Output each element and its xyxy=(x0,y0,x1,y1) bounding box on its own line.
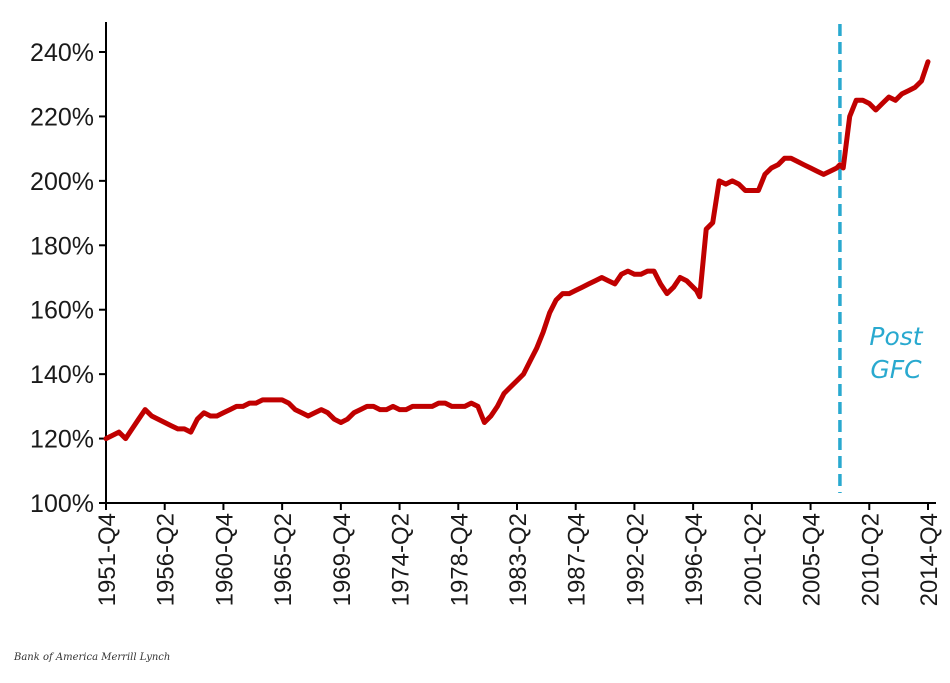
x-tick-label: 1978-Q4 xyxy=(446,513,473,606)
y-tick-label: 240% xyxy=(30,39,94,67)
gfc-marker: Post GFC xyxy=(838,24,924,493)
y-tick-label: 120% xyxy=(30,426,94,454)
y-tick-label: 140% xyxy=(30,361,94,389)
x-tick-label: 1987-Q4 xyxy=(564,513,591,606)
x-tick-label: 1965-Q2 xyxy=(270,513,297,606)
source-note: Bank of America Merrill Lynch xyxy=(14,652,171,663)
x-tick-label: 2005-Q4 xyxy=(799,513,826,606)
x-tick-label: 1960-Q4 xyxy=(211,513,238,606)
y-axis: 100% 120% 140% 160% 180% 200% 220% 240% xyxy=(30,22,107,518)
y-tick-label: 200% xyxy=(30,168,94,196)
y-tick-label: 220% xyxy=(30,103,94,131)
x-tick-label: 1951-Q4 xyxy=(94,513,121,606)
y-tick-label: 160% xyxy=(30,297,94,325)
x-tick-label: 1969-Q4 xyxy=(329,513,356,606)
x-tick-label: 1996-Q4 xyxy=(681,513,708,606)
series-layer xyxy=(103,59,931,442)
x-tick-label: 2010-Q2 xyxy=(857,513,884,606)
gfc-label-line: GFC xyxy=(870,355,922,384)
x-tick-label: 1983-Q2 xyxy=(505,513,532,606)
y-tick-label: 100% xyxy=(30,490,94,518)
series-line xyxy=(103,59,931,442)
y-tick-label: 180% xyxy=(30,232,94,260)
x-tick-label: 1974-Q2 xyxy=(388,513,415,606)
x-tick-label: 2014-Q4 xyxy=(916,513,943,606)
x-axis: 1951-Q4 1956-Q2 1960-Q4 1965-Q2 1969-Q4 1974-… xyxy=(94,502,943,606)
gfc-label-line: Post xyxy=(869,322,923,351)
x-tick-label: 1956-Q2 xyxy=(153,513,180,606)
x-tick-label: 2001-Q2 xyxy=(740,513,767,606)
x-tick-label: 1992-Q2 xyxy=(622,513,649,606)
